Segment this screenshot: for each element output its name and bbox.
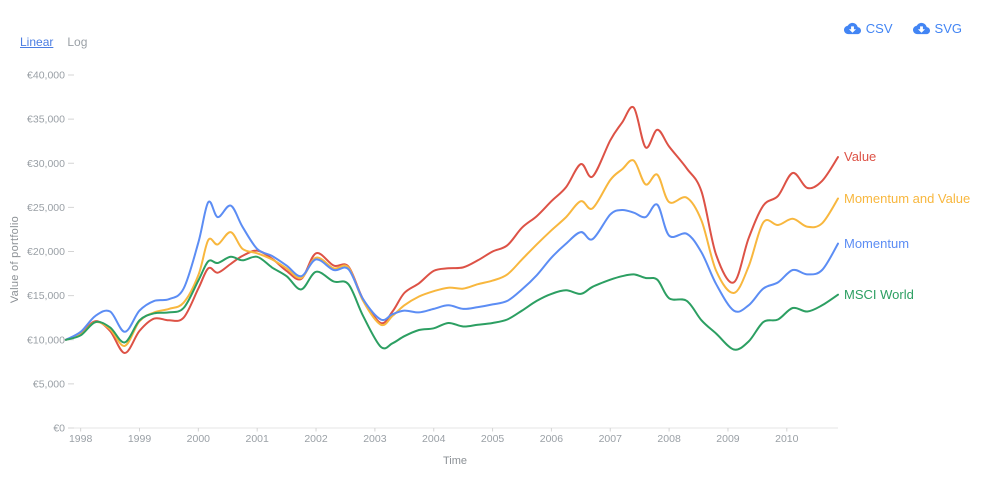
x-tick-label: 2006 — [540, 433, 564, 445]
y-tick-label: €30,000 — [27, 158, 65, 170]
csv-label: CSV — [865, 21, 893, 36]
series-line-momentum-and-value — [64, 159, 839, 347]
cloud-download-icon — [843, 22, 861, 35]
series-line-momentum — [64, 200, 839, 341]
series-line-value — [64, 105, 839, 354]
x-tick-label: 2000 — [187, 433, 211, 445]
download-csv-button[interactable]: CSV — [843, 20, 893, 37]
x-tick-label: 2004 — [422, 433, 446, 445]
y-tick-label: €0 — [53, 423, 65, 435]
scale-toggle: Linear Log — [20, 35, 87, 49]
y-tick-label: €10,000 — [27, 334, 65, 346]
y-tick-label: €40,000 — [27, 70, 65, 82]
series-label-momentum: Momentum — [844, 235, 910, 251]
x-tick-label: 2007 — [599, 433, 623, 445]
series-line-msci-world — [64, 255, 839, 351]
y-axis-title: Value of portfolio — [9, 216, 21, 304]
x-tick-label: 1998 — [69, 433, 93, 445]
y-tick-label: €15,000 — [27, 290, 65, 302]
series-label-msci-world: MSCI World — [844, 286, 914, 302]
series-lines — [64, 105, 839, 354]
cloud-download-icon — [912, 22, 930, 35]
x-tick-label: 2003 — [363, 433, 387, 445]
y-tick-label: €35,000 — [27, 114, 65, 126]
series-label-momentum-and-value: Momentum and Value — [844, 190, 971, 206]
x-tick-label: 2009 — [716, 433, 740, 445]
linear-scale-link[interactable]: Linear — [20, 35, 54, 49]
x-axis-title: Time — [443, 455, 468, 467]
download-svg-button[interactable]: SVG — [912, 20, 962, 37]
x-tick-label: 2002 — [304, 433, 328, 445]
log-scale-link[interactable]: Log — [67, 35, 88, 49]
x-tick-label: 2005 — [481, 433, 505, 445]
y-tick-label: €5,000 — [33, 378, 65, 390]
y-tick-label: €25,000 — [27, 202, 65, 214]
svg-label: SVG — [934, 21, 962, 36]
x-tick-label: 2008 — [657, 433, 681, 445]
y-tick-label: €20,000 — [27, 246, 65, 258]
series-label-value: Value — [844, 149, 877, 165]
x-tick-label: 2010 — [775, 433, 799, 445]
axis-layer: €0 €5,000 €10,000 €15,000 €20,000 €25,000 €30,… — [27, 70, 838, 445]
x-tick-label: 1999 — [128, 433, 152, 445]
x-tick-label: 2001 — [246, 433, 270, 445]
export-buttons: CSV SVG — [843, 20, 962, 37]
